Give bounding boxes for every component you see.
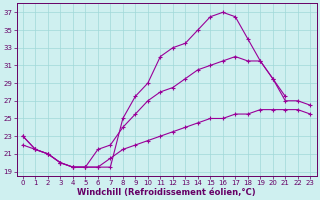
X-axis label: Windchill (Refroidissement éolien,°C): Windchill (Refroidissement éolien,°C) xyxy=(77,188,256,197)
